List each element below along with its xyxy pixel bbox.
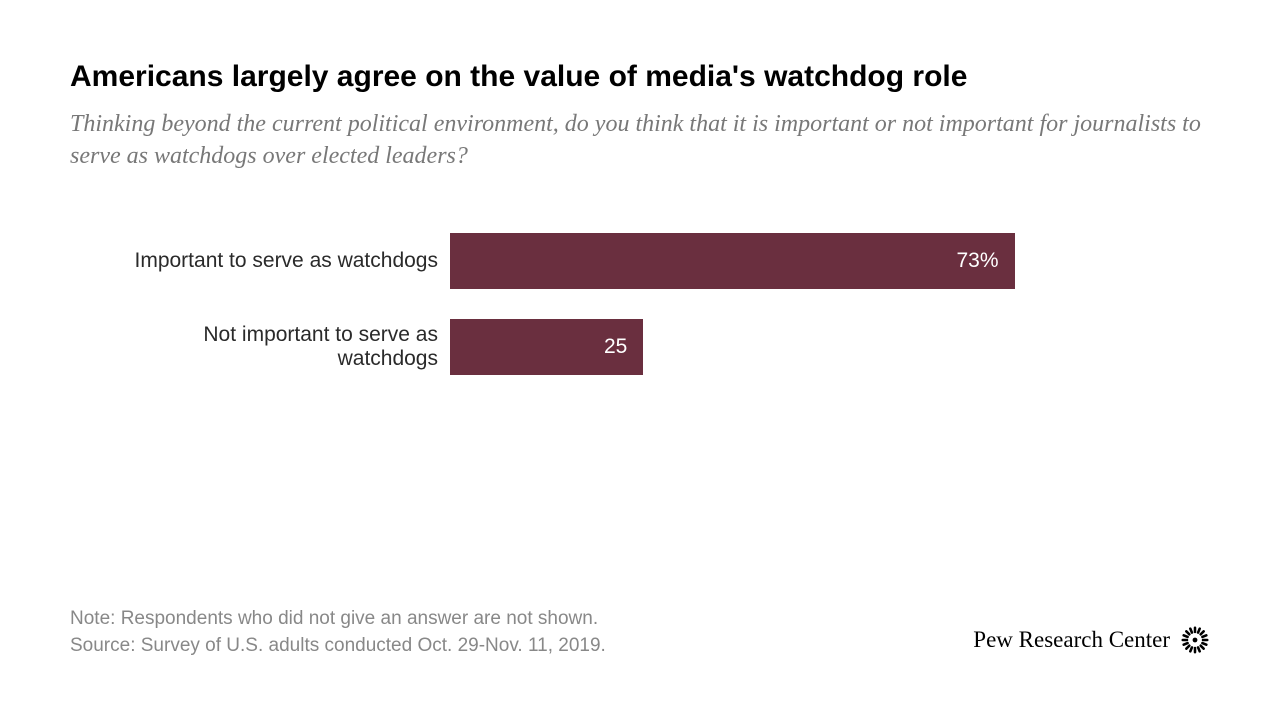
bar-track: 73% — [450, 233, 1030, 289]
chart-title: Americans largely agree on the value of … — [70, 60, 1210, 94]
bar-label: Important to serve as watchdogs — [120, 249, 450, 273]
bar-row: Important to serve as watchdogs 73% — [120, 233, 1210, 289]
footer-source: Source: Survey of U.S. adults conducted … — [70, 632, 606, 660]
bar-value: 73% — [957, 249, 999, 273]
chart-subtitle: Thinking beyond the current political en… — [70, 108, 1210, 173]
footer-notes: Note: Respondents who did not give an an… — [70, 605, 606, 660]
bar-label: Not important to serve as watchdogs — [120, 323, 450, 371]
bar-value: 25 — [604, 335, 627, 359]
bar-chart: Important to serve as watchdogs 73% Not … — [120, 233, 1210, 375]
attribution: Pew Research Center — [973, 625, 1210, 655]
pew-logo-icon — [1180, 625, 1210, 655]
bar-row: Not important to serve as watchdogs 25 — [120, 319, 1210, 375]
bar-track: 25 — [450, 319, 1030, 375]
bar: 73% — [450, 233, 1015, 289]
attribution-text: Pew Research Center — [973, 627, 1170, 653]
bar: 25 — [450, 319, 643, 375]
footer-note: Note: Respondents who did not give an an… — [70, 605, 606, 633]
